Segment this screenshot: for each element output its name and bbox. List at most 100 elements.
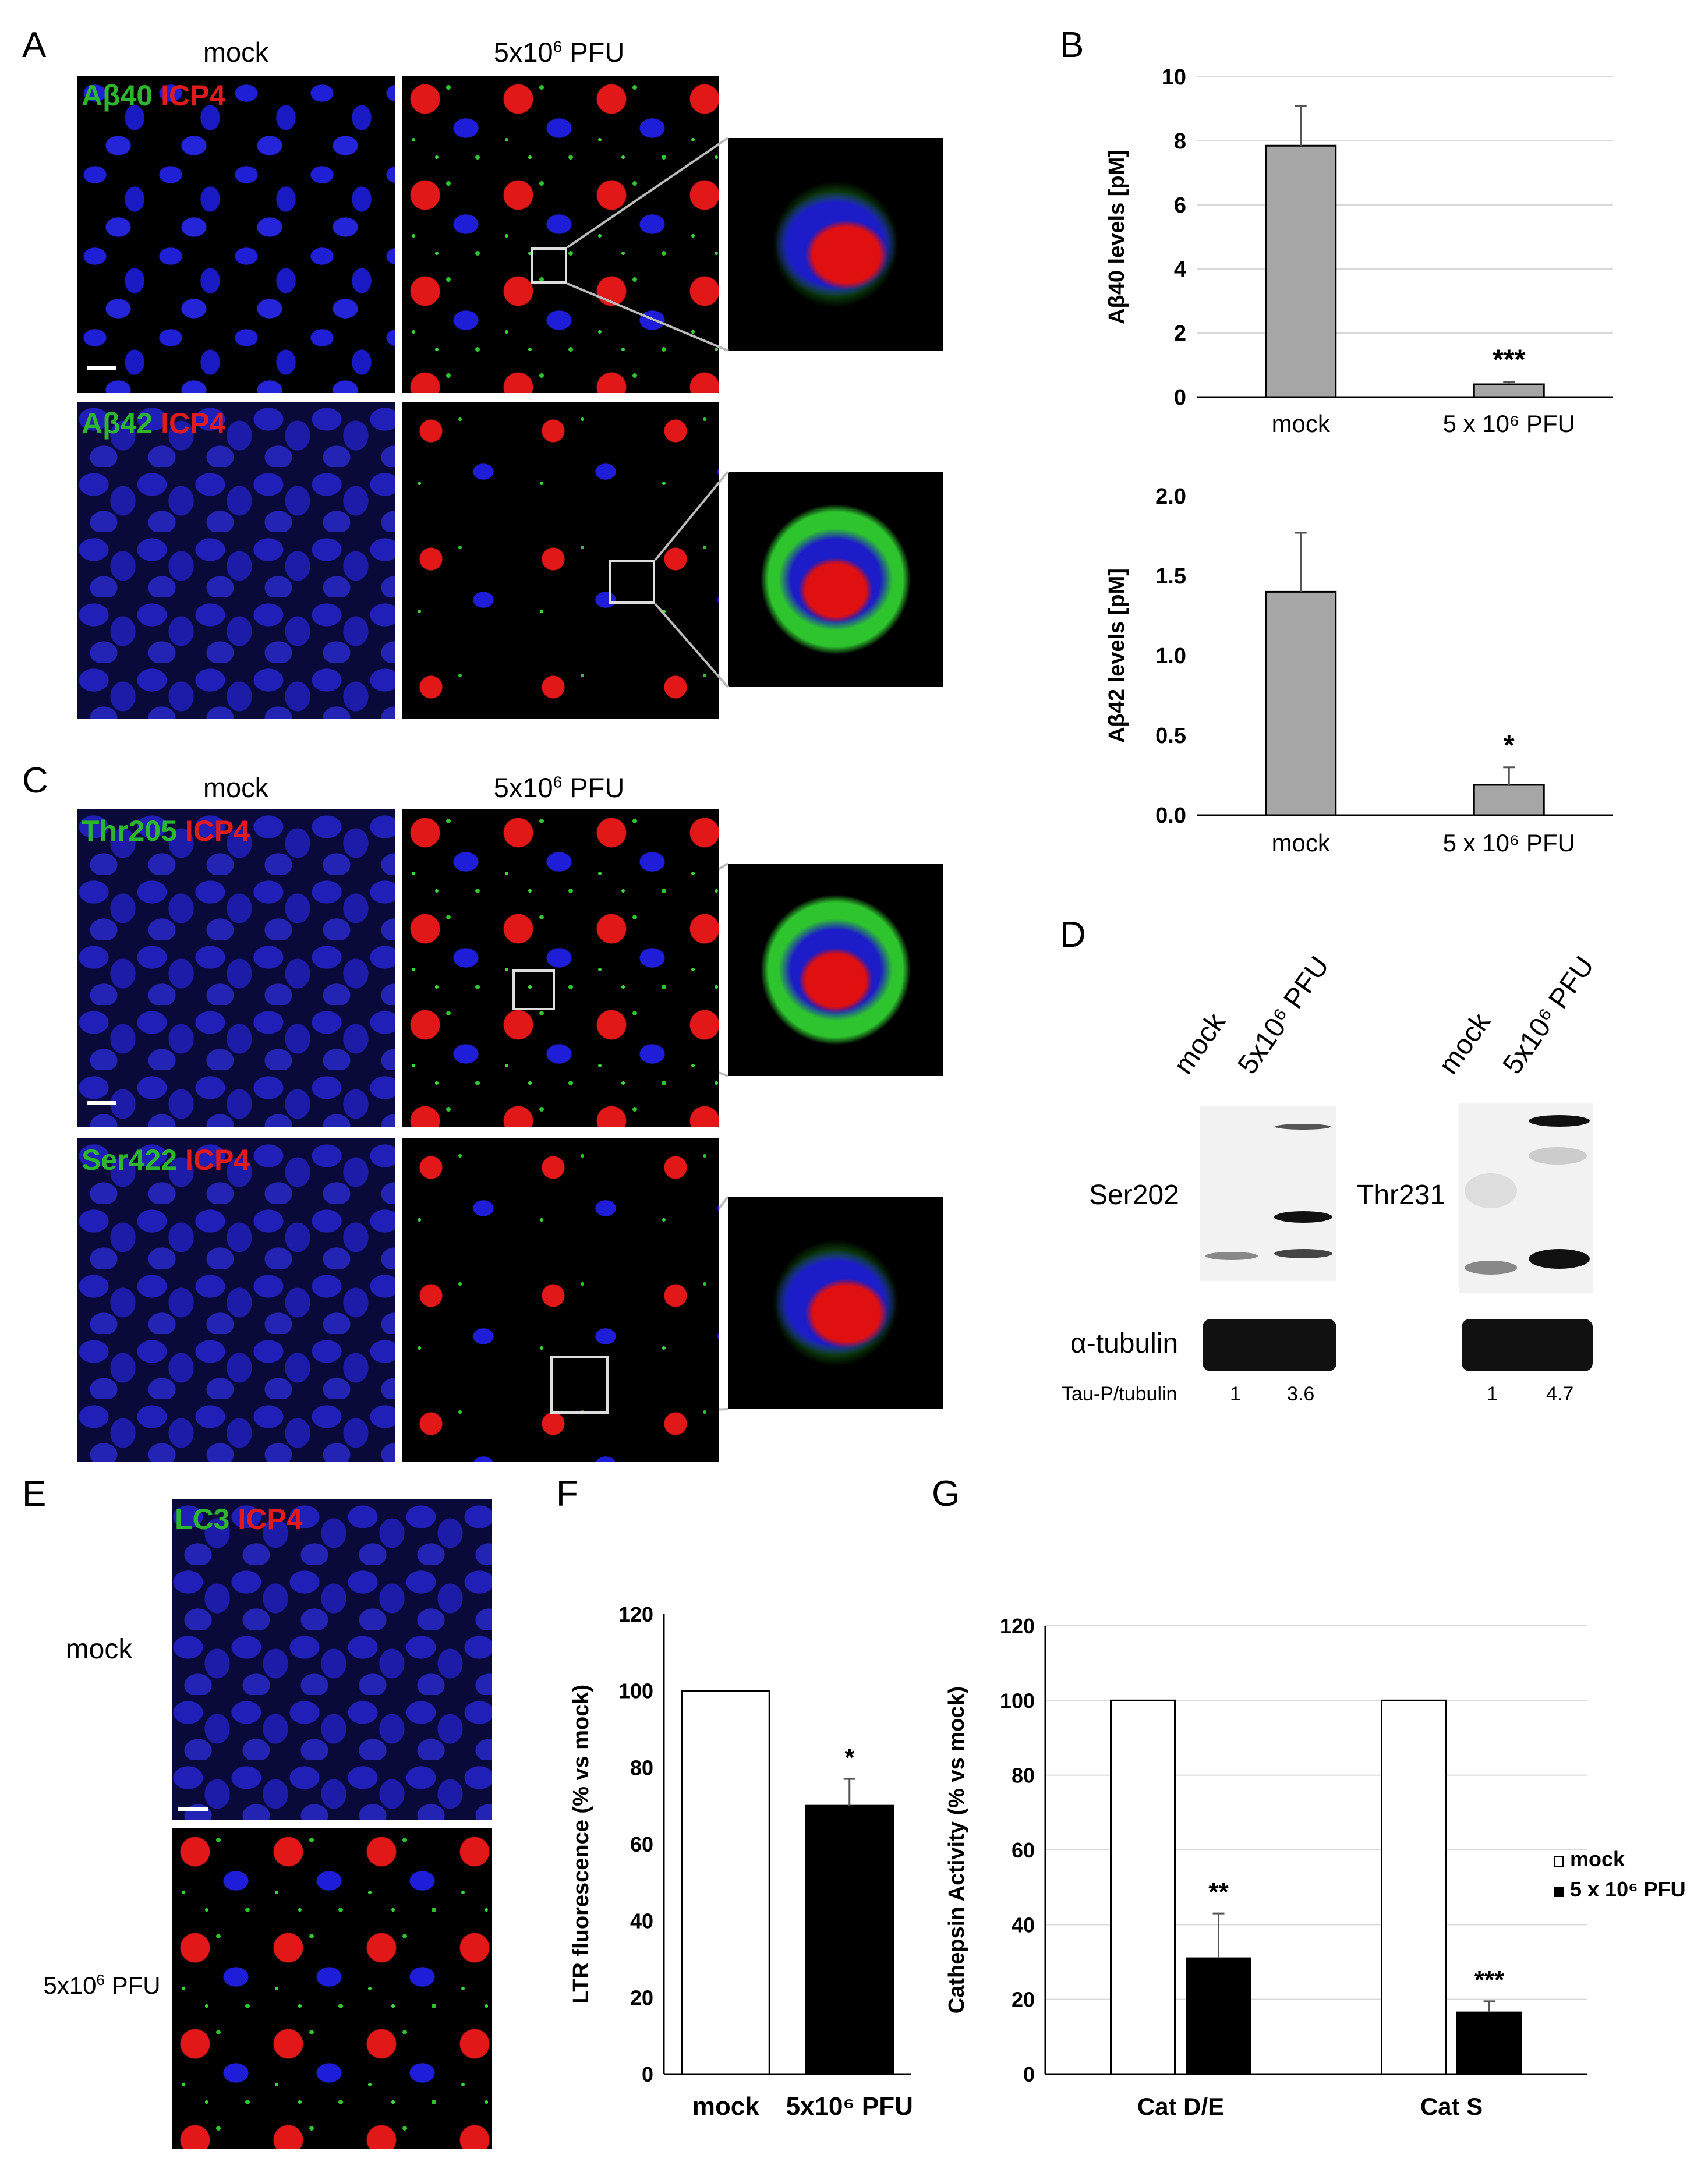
western-blot-thr231 bbox=[1459, 1103, 1593, 1293]
legend-label: mock bbox=[1570, 1847, 1625, 1871]
zoom-box bbox=[609, 560, 655, 604]
y-tick-label: 6 bbox=[1174, 193, 1186, 218]
bar bbox=[1381, 1699, 1447, 2075]
bar bbox=[1265, 590, 1337, 816]
y-axis-label: Cathepsin Activity (% vs mock) bbox=[945, 1686, 969, 2014]
significance-marker: ** bbox=[1208, 1878, 1229, 1906]
panel-label-c: C bbox=[22, 760, 48, 801]
micrograph-thr205-zoom bbox=[728, 864, 943, 1076]
panel-a-mock-title: mock bbox=[203, 37, 269, 68]
western-blot-ser202 bbox=[1200, 1106, 1336, 1281]
y-axis-label: Aβ42 levels [pM] bbox=[1105, 568, 1129, 743]
x-tick-label: Cat D/E bbox=[1137, 2093, 1224, 2120]
x-tick-label: Cat S bbox=[1420, 2093, 1483, 2120]
scale-bar bbox=[178, 1807, 208, 1811]
legend-swatch bbox=[1554, 1887, 1564, 1897]
row-label-mock: mock bbox=[65, 1634, 133, 1665]
bar bbox=[1186, 1957, 1251, 2075]
bar bbox=[681, 1690, 770, 2075]
micrograph-abeta42-zoom bbox=[728, 472, 943, 687]
y-tick-label: 80 bbox=[1012, 1764, 1035, 1788]
chart-abeta42: 0.0 0.5 1.0 1.5 2.0 Aβ42 levels [pM] mock * 5 x … bbox=[1105, 484, 1613, 857]
bar bbox=[1265, 144, 1337, 398]
y-tick-label: 2.0 bbox=[1155, 484, 1186, 509]
panel-c-mock-title: mock bbox=[203, 772, 269, 803]
stain-label-abeta42: Aβ42 ICP4 bbox=[82, 407, 226, 440]
ratio-value: 1 bbox=[1230, 1383, 1241, 1405]
stain-label-ser422: Ser422 ICP4 bbox=[82, 1144, 250, 1176]
significance-marker: *** bbox=[1474, 1966, 1505, 1994]
x-tick-label: 5x10⁶ PFU bbox=[786, 2092, 913, 2121]
stain-label-thr205: Thr205 ICP4 bbox=[82, 815, 250, 847]
western-blot-tubulin-2 bbox=[1462, 1319, 1593, 1371]
zoom-box bbox=[512, 969, 555, 1010]
micrograph-lc3-infected bbox=[172, 1828, 492, 2149]
stain-label-abeta40: Aβ40 ICP4 bbox=[82, 79, 226, 112]
scale-bar bbox=[87, 366, 116, 370]
bar bbox=[1473, 784, 1545, 816]
y-tick-label: 20 bbox=[1012, 1988, 1035, 2012]
scale-bar bbox=[87, 1101, 116, 1105]
x-tick-label: mock bbox=[1272, 829, 1331, 857]
y-tick-label: 0.0 bbox=[1155, 804, 1186, 828]
ratio-value: 1 bbox=[1487, 1383, 1498, 1405]
micrograph-thr205-mock bbox=[77, 809, 395, 1127]
y-tick-label: 4 bbox=[1174, 257, 1186, 282]
y-tick-label: 80 bbox=[630, 1756, 653, 1779]
significance-marker: * bbox=[844, 1743, 855, 1772]
legend-swatch bbox=[1554, 1856, 1564, 1867]
y-tick-label: 1.0 bbox=[1155, 644, 1186, 668]
y-tick-label: 0 bbox=[642, 2062, 653, 2086]
panel-label-d: D bbox=[1060, 915, 1086, 955]
y-tick-label: 0 bbox=[1174, 385, 1186, 410]
panel-a-pfu-title: 5x106 PFU bbox=[493, 37, 625, 68]
y-tick-label: 0.5 bbox=[1155, 724, 1186, 748]
x-tick-label: 5 x 10⁶ PFU bbox=[1443, 410, 1575, 437]
y-tick-label: 40 bbox=[1012, 1913, 1035, 1937]
y-axis-label: LTR fluorescence (% vs mock) bbox=[569, 1685, 593, 2004]
micrograph-ser422-mock bbox=[77, 1138, 395, 1462]
panel-c-pfu-title: 5x106 PFU bbox=[493, 772, 625, 803]
y-tick-label: 120 bbox=[618, 1602, 653, 1626]
blot-label-tubulin: α-tubulin bbox=[1070, 1328, 1179, 1359]
micrograph-abeta40-zoom bbox=[728, 138, 943, 351]
y-tick-label: 8 bbox=[1174, 129, 1186, 154]
y-tick-label: 0 bbox=[1023, 2062, 1035, 2086]
micrograph-abeta40-mock bbox=[77, 76, 395, 393]
western-blot-tubulin-1 bbox=[1203, 1319, 1336, 1371]
bar bbox=[1110, 1699, 1176, 2075]
row-label-pfu: 5x106 PFU bbox=[43, 1971, 161, 1999]
micrograph-abeta42-infected bbox=[402, 402, 719, 719]
y-tick-label: 60 bbox=[1012, 1838, 1035, 1862]
y-tick-label: 60 bbox=[630, 1832, 653, 1856]
lane-label-mock: mock bbox=[1433, 1007, 1497, 1080]
ratio-value: 3.6 bbox=[1287, 1383, 1315, 1405]
micrograph-lc3-mock bbox=[172, 1499, 492, 1820]
y-tick-label: 120 bbox=[1000, 1614, 1035, 1638]
micrograph-abeta42-mock bbox=[77, 402, 395, 719]
blot-label-thr231: Thr231 bbox=[1357, 1180, 1446, 1211]
micrograph-ser422-infected bbox=[402, 1138, 719, 1462]
chart-abeta40: 0 2 4 6 8 10 Aβ40 levels [pM] mock *** 5 x 10⁶ PF… bbox=[1105, 65, 1613, 437]
lane-label-pfu: 5x10⁶ PFU bbox=[1497, 951, 1600, 1080]
panel-label-f: F bbox=[556, 1474, 578, 1514]
panel-label-e: E bbox=[22, 1474, 47, 1514]
micrograph-thr205-infected bbox=[402, 809, 719, 1127]
y-tick-label: 100 bbox=[618, 1679, 653, 1703]
y-tick-label: 20 bbox=[630, 1986, 653, 2009]
lane-label-mock: mock bbox=[1168, 1007, 1232, 1080]
x-tick-label: 5 x 10⁶ PFU bbox=[1443, 829, 1575, 857]
y-axis-label: Aβ40 levels [pM] bbox=[1105, 150, 1129, 324]
chart-cathepsin-activity: 0 20 40 60 80 100 120 Cathepsin Activity (% vs … bbox=[945, 1614, 1686, 2120]
x-tick-label: mock bbox=[692, 2092, 759, 2121]
significance-marker: * bbox=[1504, 730, 1515, 761]
y-tick-label: 40 bbox=[630, 1909, 653, 1933]
ratio-value: 4.7 bbox=[1546, 1383, 1574, 1405]
bar bbox=[1473, 383, 1545, 398]
ratio-label: Tau-P/tubulin bbox=[1062, 1383, 1177, 1405]
panel-label-a: A bbox=[22, 25, 47, 65]
blot-label-ser202: Ser202 bbox=[1089, 1180, 1179, 1211]
x-tick-label: mock bbox=[1272, 410, 1331, 437]
legend-label: 5 x 10⁶ PFU bbox=[1570, 1877, 1686, 1901]
bar bbox=[1456, 2011, 1522, 2075]
